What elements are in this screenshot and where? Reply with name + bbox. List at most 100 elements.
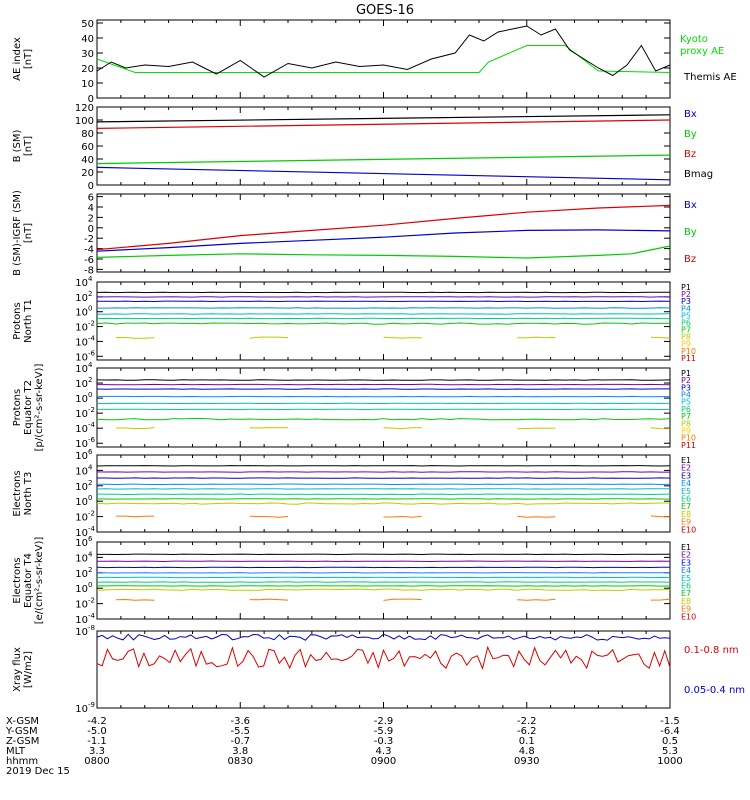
y-tick-label: -8 bbox=[84, 265, 94, 276]
legend-entry: Themis AE bbox=[683, 72, 737, 83]
y-axis-label: [nT] bbox=[23, 136, 34, 156]
x-axis-tick-label: 5.3 bbox=[662, 746, 678, 757]
y-axis-label: North T1 bbox=[23, 299, 34, 343]
x-axis-tick-label: -2.2 bbox=[517, 716, 537, 727]
x-axis-tick-label: 0.5 bbox=[662, 736, 678, 747]
y-tick-label: 10 bbox=[75, 627, 88, 638]
x-axis-row-label: hhmm bbox=[6, 756, 38, 767]
y-axis-label: B (SM)-IGRF (SM) bbox=[12, 190, 23, 276]
y-tick-exponent: -6 bbox=[88, 349, 96, 357]
y-tick-exponent: -2 bbox=[88, 510, 95, 518]
y-axis-label: AE index bbox=[12, 37, 23, 81]
y-tick-label: 30 bbox=[81, 49, 94, 60]
y-axis-label: Equator T2 bbox=[23, 380, 34, 435]
x-axis-tick-label: 0800 bbox=[84, 756, 109, 767]
legend-entry: Bmag bbox=[684, 169, 713, 180]
channel-line bbox=[96, 560, 671, 563]
y-tick-label: 2 bbox=[88, 213, 94, 224]
legend-entry: Bx bbox=[684, 200, 697, 211]
xray-series-line bbox=[96, 645, 671, 671]
channel-legend: E6 bbox=[681, 495, 691, 504]
date-label: 2019 Dec 15 bbox=[6, 766, 70, 777]
x-axis-tick-label: -0.7 bbox=[230, 736, 250, 747]
x-axis-tick-label: -6.2 bbox=[517, 726, 537, 737]
xray-series-line bbox=[96, 633, 671, 641]
y-tick-label: 10 bbox=[75, 323, 88, 334]
channel-legend: E4 bbox=[681, 566, 691, 575]
y-axis-label: [W/m2] bbox=[23, 651, 34, 688]
x-axis-tick-label: -5.0 bbox=[87, 726, 107, 737]
y-tick-exponent: -9 bbox=[88, 701, 95, 709]
channel-legend: P5 bbox=[681, 311, 691, 320]
channel-line bbox=[96, 388, 670, 390]
channel-legend: E9 bbox=[681, 605, 691, 614]
channel-line bbox=[96, 418, 671, 421]
series-line-0 bbox=[96, 45, 671, 73]
channel-legend: E1 bbox=[681, 543, 691, 552]
channel-fragment bbox=[383, 598, 422, 601]
channel-legend: E7 bbox=[681, 589, 691, 598]
y-tick-label: 10 bbox=[75, 569, 88, 580]
channel-legend: P2 bbox=[681, 290, 691, 299]
y-tick-label: 10 bbox=[81, 79, 94, 90]
x-axis-tick-label: 0.1 bbox=[519, 736, 535, 747]
y-tick-exponent: 2 bbox=[88, 290, 92, 298]
legend-entry: By bbox=[684, 129, 697, 140]
channel-line bbox=[97, 296, 671, 298]
x-axis-tick-label: 4.3 bbox=[376, 746, 392, 757]
channel-legend: P4 bbox=[681, 304, 691, 313]
y-tick-exponent: -2 bbox=[88, 597, 95, 605]
y-tick-label: 6 bbox=[88, 193, 94, 204]
y-tick-label: 80 bbox=[81, 129, 94, 140]
y-tick-label: 10 bbox=[75, 364, 88, 375]
channel-legend: P6 bbox=[681, 405, 691, 414]
x-axis-tick-label: -2.9 bbox=[374, 716, 394, 727]
y-tick-label: 10 bbox=[75, 394, 88, 405]
channel-legend: P9 bbox=[681, 426, 691, 435]
x-axis-tick-label: -0.3 bbox=[374, 736, 394, 747]
y-tick-exponent: -4 bbox=[88, 334, 96, 342]
y-axis-label: Protons bbox=[12, 389, 23, 426]
x-axis-tick-label: -1.1 bbox=[87, 736, 107, 747]
series-line-1 bbox=[96, 245, 671, 259]
y-tick-exponent: 6 bbox=[88, 448, 93, 456]
channel-legend: P1 bbox=[681, 283, 691, 292]
y-tick-exponent: 0 bbox=[88, 391, 92, 399]
y-tick-exponent: -2 bbox=[88, 406, 95, 414]
channel-legend: P10 bbox=[681, 347, 696, 356]
channel-legend: E10 bbox=[681, 612, 696, 621]
channel-legend: E3 bbox=[681, 558, 691, 567]
x-axis-tick-label: -6.4 bbox=[660, 726, 680, 737]
x-axis-tick-label: 0930 bbox=[514, 756, 539, 767]
y-tick-exponent: -8 bbox=[88, 624, 95, 632]
panel-b-sm: 0 20 40 60 80 100 120 B (SM) [nT] Bx By Bz Bmag bbox=[12, 103, 713, 192]
channel-line bbox=[97, 483, 671, 486]
legend-entry: Bz bbox=[684, 149, 696, 160]
legend-entry: Bz bbox=[684, 254, 696, 265]
y-tick-label: 10 bbox=[75, 553, 88, 564]
y-tick-label: 10 bbox=[75, 424, 88, 435]
channel-fragment bbox=[383, 515, 422, 518]
channel-line bbox=[96, 471, 670, 473]
channel-fragment bbox=[116, 598, 155, 601]
channel-fragment bbox=[517, 427, 556, 430]
channel-fragment bbox=[650, 427, 671, 430]
channel-fragment bbox=[650, 598, 671, 601]
series-line-1 bbox=[96, 25, 671, 78]
y-tick-label: 0 bbox=[88, 224, 94, 235]
y-tick-exponent: 0 bbox=[88, 305, 92, 313]
y-tick-label: 50 bbox=[81, 19, 94, 30]
y-axis-label: Electrons bbox=[12, 470, 23, 516]
legend-entry: Kyoto bbox=[680, 34, 708, 45]
y-tick-label: 40 bbox=[81, 155, 94, 166]
y-tick-label: 10 bbox=[75, 615, 88, 626]
series-line-2 bbox=[96, 204, 671, 251]
x-axis-tick-label: -5.5 bbox=[230, 726, 250, 737]
panel-frame bbox=[96, 541, 671, 620]
y-tick-label: -6 bbox=[84, 255, 94, 266]
x-axis-row-label: Y-GSM bbox=[5, 726, 38, 737]
channel-legend: E9 bbox=[681, 518, 691, 527]
